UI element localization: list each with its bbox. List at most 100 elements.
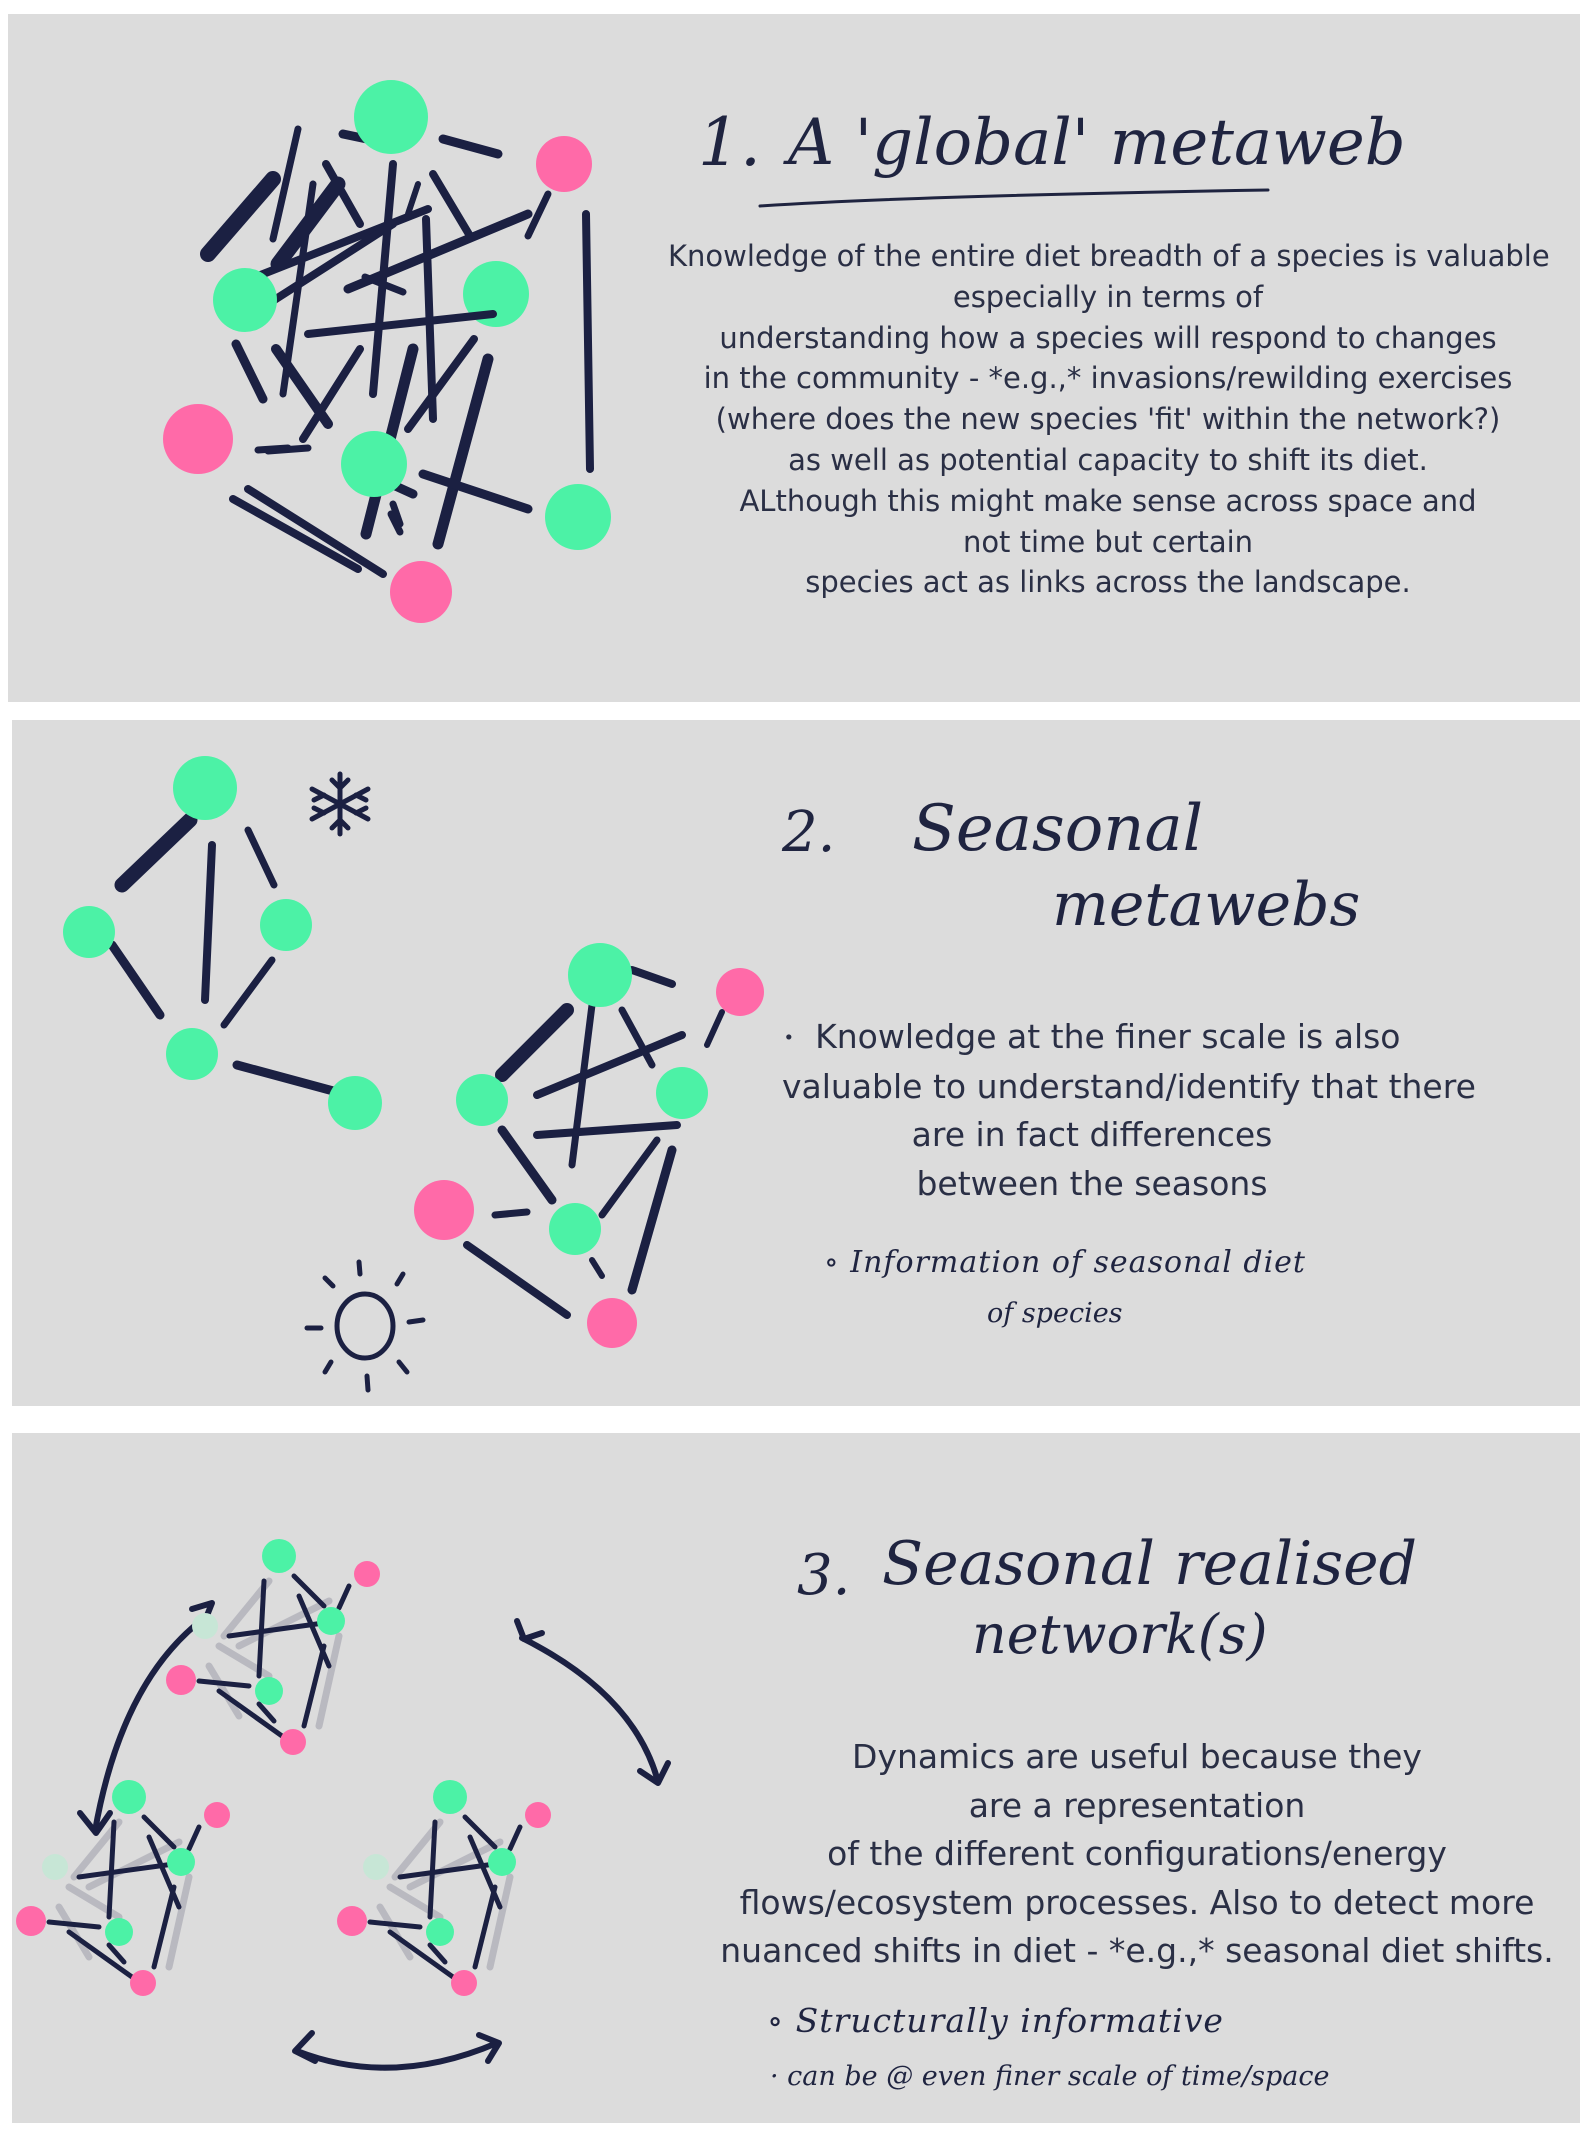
panel2-body-line: are in fact differences [911, 1115, 1273, 1155]
species-node-green [173, 756, 237, 820]
network-link [628, 966, 676, 988]
faded-link [55, 1903, 93, 1961]
panel2-body-line: valuable to understand/identify that the… [782, 1066, 1476, 1106]
panel1-body-line: (where does the new species 'fit' within… [715, 402, 1501, 437]
panel1-body-line: not time but certain [962, 524, 1254, 559]
panel3-body-line: Dynamics are useful because they [852, 1737, 1422, 1776]
network-link [618, 1006, 656, 1069]
network-link [299, 345, 364, 443]
network-link [151, 1884, 177, 1970]
faded-link [85, 1838, 183, 1891]
mini-realised-web [337, 1780, 551, 1996]
network-link [598, 1136, 661, 1219]
network-link [106, 1819, 117, 1920]
realised-networks-diagram [16, 1539, 671, 2071]
faded-link [235, 1597, 333, 1650]
panel3-note-line1: ∘ Structurally informative [767, 2001, 1224, 2040]
network-link [216, 1688, 292, 1744]
species-node-green [456, 1074, 508, 1126]
panel3-body-line: nuanced shifts in diet - *e.g.,* seasona… [720, 1931, 1554, 1970]
species-node-green [260, 899, 312, 951]
network-link [200, 171, 281, 262]
species-node-green [63, 906, 115, 958]
faded-link [315, 1632, 343, 1730]
network-link [462, 1814, 498, 1850]
network-link [497, 1125, 557, 1205]
network-link [271, 344, 333, 429]
species-node-pink [414, 1180, 474, 1240]
panel3-body-line: of the different configurations/energy [827, 1834, 1447, 1873]
panel2-title-line1: Seasonal [912, 792, 1204, 866]
faded-link [406, 1838, 504, 1891]
species-node-pink [16, 1906, 46, 1936]
panel3-note-line2: · can be @ even finer scale of time/spac… [770, 2061, 1330, 2092]
panel1-body-line: ALthough this might make sense across sp… [739, 483, 1477, 518]
network-link [114, 812, 198, 893]
network-link [336, 1583, 352, 1611]
network-link [232, 1060, 342, 1097]
panel-seasonal-realised-networks: 3. Seasonal realised network(s) Dynamics… [12, 1433, 1580, 2123]
species-node-pink [536, 136, 592, 192]
species-node-pink [204, 1802, 230, 1828]
panel2-title-line2: metawebs [1052, 870, 1361, 940]
panel-global-metaweb: 1. A 'global' metaweb Knowledge of the e… [8, 14, 1580, 702]
network-link [264, 444, 312, 455]
network-link [491, 1208, 531, 1219]
species-node-pink [130, 1970, 156, 1996]
network-link [76, 1860, 184, 1880]
panel3-number: 3. [797, 1543, 851, 1608]
panel1-body: Knowledge of the entire diet breadth of … [668, 236, 1550, 603]
species-node-pink [166, 1665, 196, 1695]
network-link [427, 1942, 448, 1965]
species-node-green [426, 1918, 454, 1946]
network-link [463, 1241, 571, 1319]
panel2-number: 2. [782, 800, 836, 865]
network-link [106, 1942, 127, 1965]
species-node-pink [587, 1298, 637, 1348]
network-link [367, 1919, 423, 1930]
panel2-body-line: • Knowledge at the finer scale is also [783, 1017, 1401, 1056]
title-underline [758, 188, 1270, 208]
network-link [627, 1145, 677, 1295]
panel1-body-line: in the community - *e.g.,* invasions/rew… [703, 361, 1513, 396]
network-link [507, 1824, 523, 1852]
network-link [389, 500, 404, 528]
network-link [226, 1619, 334, 1639]
species-node-pink [525, 1802, 551, 1828]
panel2-body: • Knowledge at the finer scale is also v… [782, 1013, 1476, 1208]
species-node-green [328, 1076, 382, 1130]
network-link [472, 1884, 498, 1970]
species-node-pink [163, 404, 233, 474]
snowflake-icon [309, 771, 371, 837]
panel2-note-line1: ∘ Information of seasonal diet [824, 1245, 1306, 1280]
panel1-title: A 'global' metaweb [788, 106, 1406, 180]
global-metaweb-network-diagram [163, 80, 611, 623]
network-link [438, 134, 503, 159]
cycle-arrow [92, 1613, 210, 1834]
species-node-faded [42, 1854, 68, 1880]
species-node-green [549, 1203, 601, 1255]
network-link [301, 1643, 327, 1729]
network-link [229, 495, 362, 573]
species-node-faded [363, 1854, 389, 1880]
cycle-arrow [519, 1635, 660, 1781]
network-link [196, 1678, 252, 1689]
network-link [107, 940, 165, 1020]
species-node-green [112, 1780, 146, 1814]
arrow-head [77, 1810, 113, 1836]
panel3-body: Dynamics are useful because they are a r… [702, 1733, 1572, 1976]
network-link [427, 1819, 438, 1920]
arrow-head [514, 1618, 545, 1642]
network-link [533, 1121, 681, 1139]
species-node-faded [192, 1613, 218, 1639]
species-node-green [354, 80, 428, 154]
network-link [231, 339, 268, 404]
arrow-head [637, 1760, 671, 1786]
network-link [256, 1701, 277, 1724]
species-node-green [317, 1607, 345, 1635]
species-node-green [433, 1780, 467, 1814]
network-link [397, 1860, 505, 1880]
network-link [322, 160, 364, 228]
network-link [66, 1929, 142, 1985]
arrow-head [476, 2032, 502, 2064]
